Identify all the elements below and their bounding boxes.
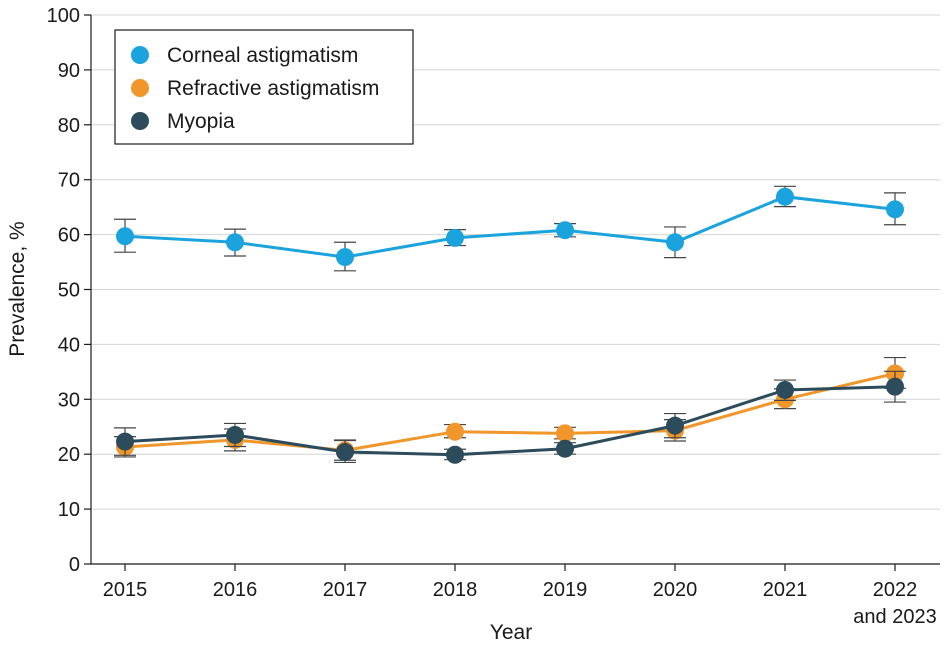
y-tick-label-0: 0 bbox=[69, 554, 80, 576]
x-tick-labels: 2015 2016 2017 2018 2019 2020 2021 2022 and 2023 bbox=[103, 579, 937, 628]
data-point bbox=[226, 233, 244, 252]
axes bbox=[84, 14, 940, 571]
legend-swatch bbox=[131, 46, 149, 64]
data-point bbox=[446, 422, 464, 441]
data-point bbox=[556, 439, 574, 458]
y-tick-label-70: 70 bbox=[58, 170, 80, 192]
data-point bbox=[776, 187, 794, 206]
x-tick-label-line: 2016 bbox=[213, 579, 258, 601]
x-tick-label-4: 2019 bbox=[543, 579, 588, 601]
data-point bbox=[336, 443, 354, 462]
legend-swatch bbox=[131, 79, 149, 97]
x-tick-label-line: 2020 bbox=[653, 579, 698, 601]
x-tick-label-line: 2022 bbox=[873, 579, 918, 601]
x-tick-label-line: 2017 bbox=[323, 579, 368, 601]
x-axis-title: Year bbox=[490, 621, 532, 644]
x-tick-label-0: 2015 bbox=[103, 579, 148, 601]
series-myopia bbox=[114, 370, 906, 464]
data-point bbox=[886, 377, 904, 396]
data-point bbox=[666, 416, 684, 435]
data-point bbox=[336, 248, 354, 267]
y-tick-label-90: 90 bbox=[58, 60, 80, 82]
series-line bbox=[124, 372, 896, 452]
y-tick-label-40: 40 bbox=[58, 334, 80, 356]
data-point bbox=[886, 200, 904, 219]
data-point bbox=[226, 425, 244, 444]
x-tick-label-5: 2020 bbox=[653, 579, 698, 601]
y-tick-label-30: 30 bbox=[58, 389, 80, 411]
x-tick-label-6: 2021 bbox=[763, 579, 808, 601]
y-tick-label-20: 20 bbox=[58, 444, 80, 466]
data-point bbox=[446, 445, 464, 464]
y-tick-label-50: 50 bbox=[58, 280, 80, 302]
data-point bbox=[116, 227, 134, 246]
y-axis-title: Prevalence, % bbox=[6, 221, 29, 356]
y-tick-label-60: 60 bbox=[58, 225, 80, 247]
x-tick-label-line: 2015 bbox=[103, 579, 148, 601]
data-point bbox=[666, 233, 684, 252]
data-series bbox=[114, 185, 906, 464]
x-tick-label-line: and 2023 bbox=[853, 606, 936, 628]
legend-label: Corneal astigmatism bbox=[167, 44, 358, 67]
y-tick-labels: 0 10 20 30 40 50 60 70 80 90 100 bbox=[47, 5, 80, 576]
y-tick-label-10: 10 bbox=[58, 499, 80, 521]
data-point bbox=[776, 380, 794, 399]
legend: Corneal astigmatism Refractive astigmatis… bbox=[114, 29, 414, 145]
x-tick-label-line: 2018 bbox=[433, 579, 478, 601]
x-tick-label-7: 2022 and 2023 bbox=[853, 579, 936, 628]
series-corneal-astigmatism bbox=[114, 185, 906, 272]
legend-label: Refractive astigmatism bbox=[167, 77, 379, 100]
x-tick-label-2: 2017 bbox=[323, 579, 368, 601]
x-tick-label-1: 2016 bbox=[213, 579, 258, 601]
series-line bbox=[124, 385, 896, 457]
series-line bbox=[124, 195, 896, 259]
legend-swatch bbox=[131, 112, 149, 130]
legend-box bbox=[114, 29, 414, 145]
data-point bbox=[446, 228, 464, 247]
x-tick-label-3: 2018 bbox=[433, 579, 478, 601]
y-tick-label-80: 80 bbox=[58, 115, 80, 137]
data-point bbox=[556, 424, 574, 443]
legend-label: Myopia bbox=[167, 110, 235, 133]
data-point bbox=[556, 221, 574, 240]
series-refractive-astigmatism bbox=[114, 356, 906, 461]
x-tick-label-line: 2019 bbox=[543, 579, 588, 601]
y-tick-label-100: 100 bbox=[47, 5, 80, 27]
x-tick-label-line: 2021 bbox=[763, 579, 808, 601]
data-point bbox=[116, 432, 134, 451]
